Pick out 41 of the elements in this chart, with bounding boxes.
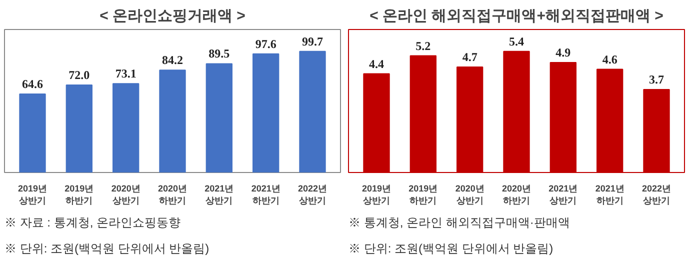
x-tick-label: 2020년 하반기 [158, 184, 188, 206]
data-label: 72.0 [68, 68, 90, 82]
bar [66, 84, 92, 172]
data-label: 99.7 [302, 34, 323, 48]
data-label: 5.2 [416, 38, 431, 53]
data-label: 5.4 [509, 34, 524, 48]
x-tick-label: 2019년 하반기 [64, 184, 94, 206]
x-tick-label: 2019년 상반기 [362, 184, 392, 206]
text: ※ 단위: 조원(백억원 단위에서 반올림) [4, 242, 210, 256]
data-label: 4.4 [369, 56, 384, 71]
x-tick-label: 2021년 상반기 [204, 184, 234, 206]
data-label: 4.9 [556, 46, 571, 60]
text: ※ 단위: 조원(백억원 단위에서 반올림) [348, 242, 554, 256]
data-label: 84.2 [162, 53, 183, 68]
bar [112, 83, 140, 172]
x-tick-label: 2019년 상반기 [18, 184, 48, 206]
text: ※ 통계청, 온라인 해외직접구매액·판매액 [348, 216, 570, 230]
bar [252, 53, 280, 172]
data-label: 4.7 [462, 50, 478, 64]
x-tick-label: 2020년 상반기 [111, 184, 140, 206]
x-tick-label: 2020년 상반기 [455, 184, 484, 206]
bar [159, 70, 186, 172]
x-tick-label: 2019년 하반기 [408, 184, 438, 206]
data-label: 4.6 [602, 52, 618, 66]
data-label: 3.7 [649, 72, 664, 86]
data-label: 73.1 [115, 66, 136, 81]
x-tick-label: 2022년 상반기 [298, 184, 328, 206]
data-label: 89.5 [208, 46, 230, 61]
data-label: 64.6 [22, 76, 43, 91]
bar [299, 50, 326, 172]
data-label: 97.6 [255, 36, 276, 51]
bar [206, 63, 232, 172]
x-tick-label: 2021년 상반기 [548, 184, 578, 206]
text: ※ 자료 : 통계청, 온라인쇼핑동향 [4, 216, 181, 230]
chart-title: < 온라인쇼핑거래액 > [100, 8, 246, 24]
x-tick-label: 2021년 하반기 [251, 184, 280, 206]
x-tick-label: 2022년 상반기 [642, 184, 672, 206]
chart-title: < 온라인 해외직접구매액+해외직접판매액 > [370, 8, 664, 24]
x-tick-label: 2021년 하반기 [595, 184, 624, 206]
bar [19, 93, 46, 172]
x-tick-label: 2020년 하반기 [502, 184, 532, 206]
